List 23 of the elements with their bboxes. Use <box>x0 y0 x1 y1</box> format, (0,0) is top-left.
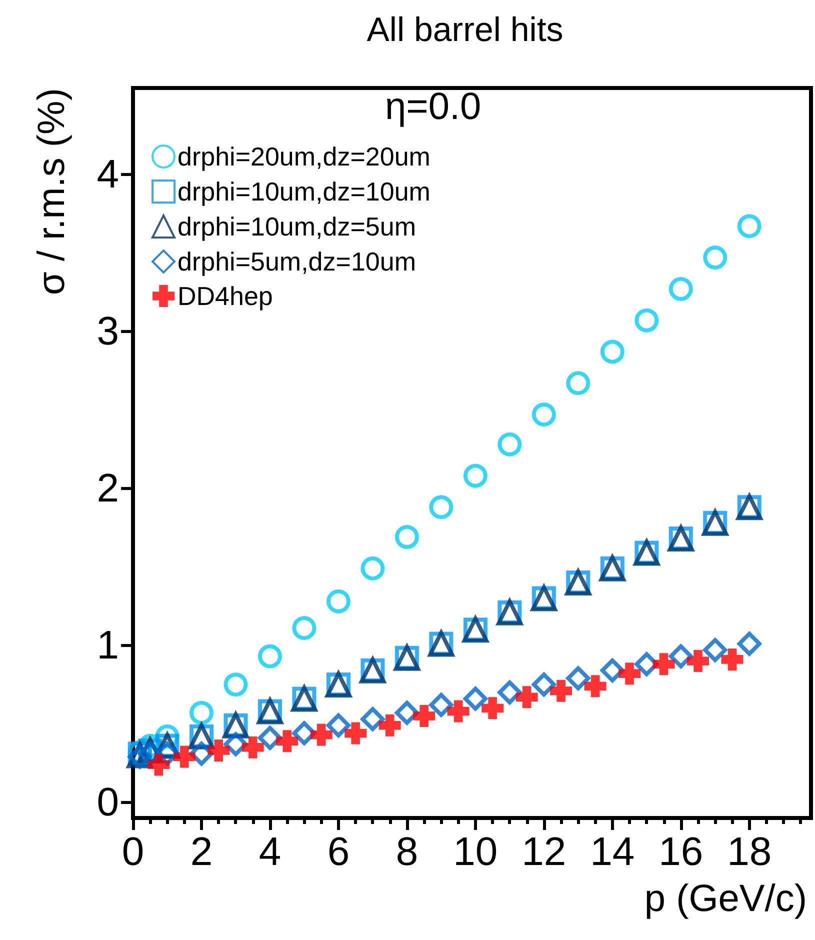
x-tick-label: 14 <box>590 830 635 874</box>
legend-label: drphi=10um,dz=10um <box>178 176 430 206</box>
legend-label: DD4hep <box>178 281 273 311</box>
x-tick-label: 16 <box>658 830 704 874</box>
legend-label: drphi=10um,dz=5um <box>178 212 416 242</box>
x-tick-label: 6 <box>327 830 350 874</box>
x-tick-label: 4 <box>258 830 282 874</box>
y-tick-label: 3 <box>96 309 119 354</box>
annotation: η=0.0 <box>385 86 482 128</box>
y-tick-label: 1 <box>96 623 119 668</box>
y-axis-title: σ / r.m.s (%) <box>31 88 73 296</box>
chart-title: All barrel hits <box>366 11 564 49</box>
legend-label: drphi=20um,dz=20um <box>178 142 430 172</box>
x-tick-label: 12 <box>522 830 566 874</box>
x-tick-label: 18 <box>727 830 772 874</box>
y-tick-label: 0 <box>96 780 119 824</box>
x-tick-label: 2 <box>190 830 213 874</box>
y-tick-label: 4 <box>96 152 119 196</box>
x-tick-label: 10 <box>453 830 498 874</box>
legend-label: drphi=5um,dz=10um <box>178 246 416 276</box>
x-tick-label: 8 <box>396 830 418 874</box>
y-tick-label: 2 <box>96 466 119 510</box>
x-axis-title: p (GeV/c) <box>644 878 807 920</box>
